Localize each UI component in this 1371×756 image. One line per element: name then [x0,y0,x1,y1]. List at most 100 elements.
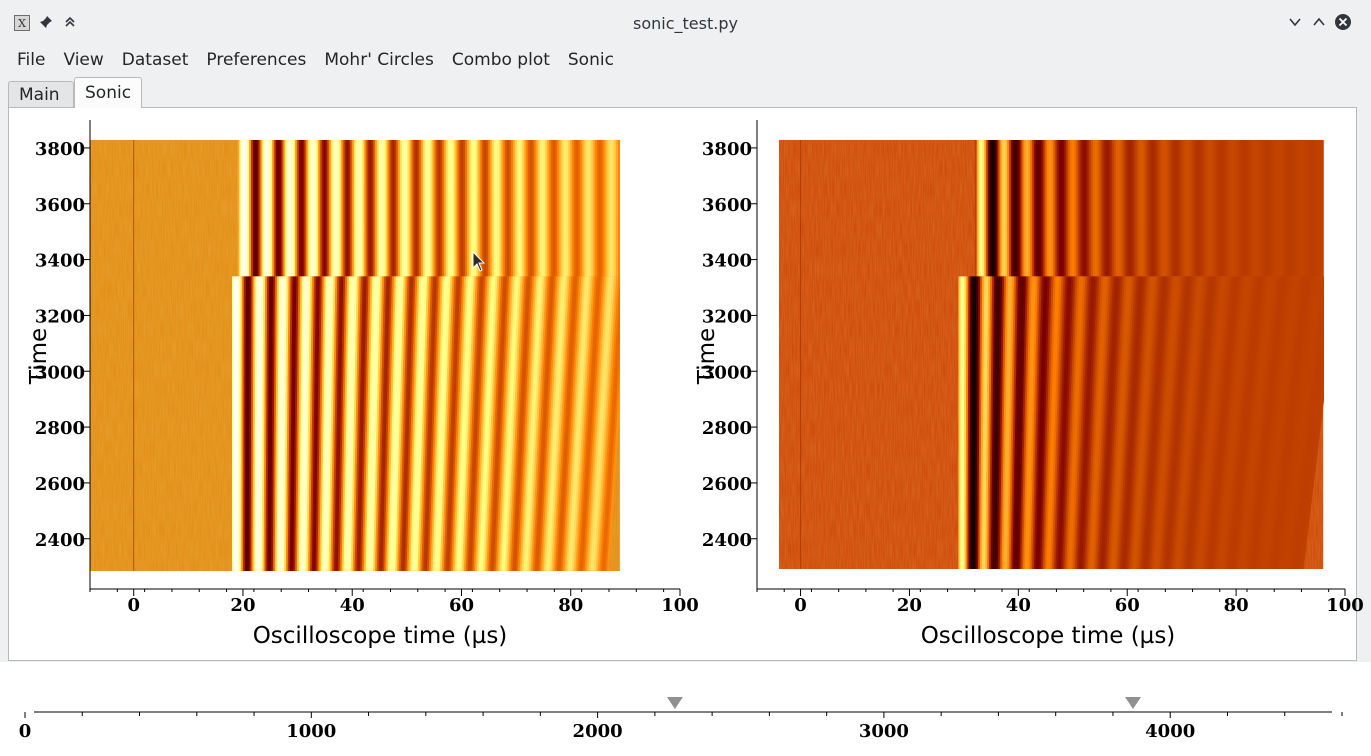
wave-stripe [990,140,993,277]
wave-stripe [1283,140,1286,277]
menu-preferences[interactable]: Preferences [206,50,307,70]
tab-sonic[interactable]: Sonic [74,77,142,108]
menu-sonic[interactable]: Sonic [567,50,614,70]
wave-stripe [413,140,416,277]
wave-stripe [327,140,330,277]
tab-main[interactable]: Main [8,81,74,107]
wave-stripe [1300,140,1303,277]
wave-stripe [508,276,525,571]
wave-stripe [308,276,315,571]
wave-stripe [1252,140,1256,277]
wave-stripe [415,140,418,277]
wave-stripe [501,140,504,277]
timeline-marker-handle[interactable] [1124,697,1141,709]
wave-stripe [348,276,358,571]
wave-stripe [1018,140,1021,277]
y-tick-label: 3600 [702,195,752,216]
wave-stripe [1152,276,1175,569]
menu-file[interactable]: File [17,50,46,70]
wave-stripe [281,140,284,277]
wave-stripe [1238,276,1270,569]
pin-icon[interactable] [36,12,56,32]
y-tick-label: 3400 [35,251,85,272]
wave-stripe [1089,276,1106,569]
wave-stripe [1085,140,1088,277]
wave-stripe [271,276,276,571]
wave-stripe [1028,140,1031,277]
wave-stripe [441,276,455,571]
wave-stripe [1177,276,1203,569]
wave-stripe [454,276,469,571]
wave-stripe [1233,140,1237,277]
wave-stripe [304,276,311,571]
wave-stripe [1195,276,1223,569]
menu-combo-plot[interactable]: Combo plot [451,50,550,70]
wave-stripe [369,140,372,277]
menu-view[interactable]: View [63,50,104,70]
wave-stripe [988,276,995,569]
wave-stripe [1154,276,1177,569]
wave-stripe [958,276,961,569]
wave-stripe [304,140,307,277]
wave-stripe [579,140,582,277]
wave-stripe [979,276,985,569]
wave-stripe [323,140,326,277]
wave-stripe [549,140,552,277]
left-x-axis-label: Oscilloscope time (µs) [253,623,508,649]
wave-stripe [365,140,368,277]
keep-above-icon[interactable] [60,12,80,32]
app-icon[interactable]: X [14,15,30,31]
wave-stripe [1146,140,1149,277]
wave-stripe [1028,276,1038,569]
wave-stripe [486,276,502,571]
wave-stripe [1159,276,1183,569]
wave-stripe [1263,276,1298,569]
timeline-tick-label: 1000 [286,721,336,742]
wave-stripe [347,276,356,571]
wave-stripe [348,140,351,277]
mouse-cursor-icon [472,250,486,272]
wave-stripe [985,276,991,569]
wave-stripe [482,276,498,571]
wave-stripe [285,140,288,277]
timeline-marker-handle[interactable] [666,697,683,709]
close-icon[interactable] [1333,12,1353,32]
menu-mohr-circles[interactable]: Mohr' Circles [324,50,434,70]
wave-stripe [1209,140,1212,277]
wave-stripe [1071,140,1075,277]
wave-stripe [1060,140,1063,277]
wave-stripe [438,276,451,571]
wave-stripe [321,276,328,571]
wave-stripe [267,276,272,571]
wave-stripe [239,140,242,277]
y-tick-label: 2800 [702,418,752,439]
wave-stripe [338,140,342,277]
wave-stripe [533,140,537,277]
minimize-icon[interactable] [1285,12,1305,32]
wave-stripe [1039,276,1050,569]
wave-stripe [523,276,541,571]
wave-stripe [406,276,418,571]
wave-stripe [239,276,243,571]
wave-stripe [1236,276,1268,569]
wave-stripe [616,140,619,277]
wave-stripe [296,276,303,571]
wave-stripe [1047,140,1050,277]
wave-stripe [539,140,542,277]
maximize-icon[interactable] [1309,12,1329,32]
wave-stripe [449,276,463,571]
wave-stripe [595,276,617,571]
wave-stripe [430,140,433,277]
wave-stripe [1091,140,1094,277]
wave-stripe [514,140,517,277]
wave-stripe [597,276,619,571]
wave-stripe [350,276,360,571]
menu-dataset[interactable]: Dataset [121,50,189,70]
wave-stripe [1032,276,1042,569]
wave-stripe [1211,276,1241,569]
wave-stripe [1131,140,1134,277]
wave-stripe [988,140,991,277]
wave-stripe [1228,140,1231,277]
